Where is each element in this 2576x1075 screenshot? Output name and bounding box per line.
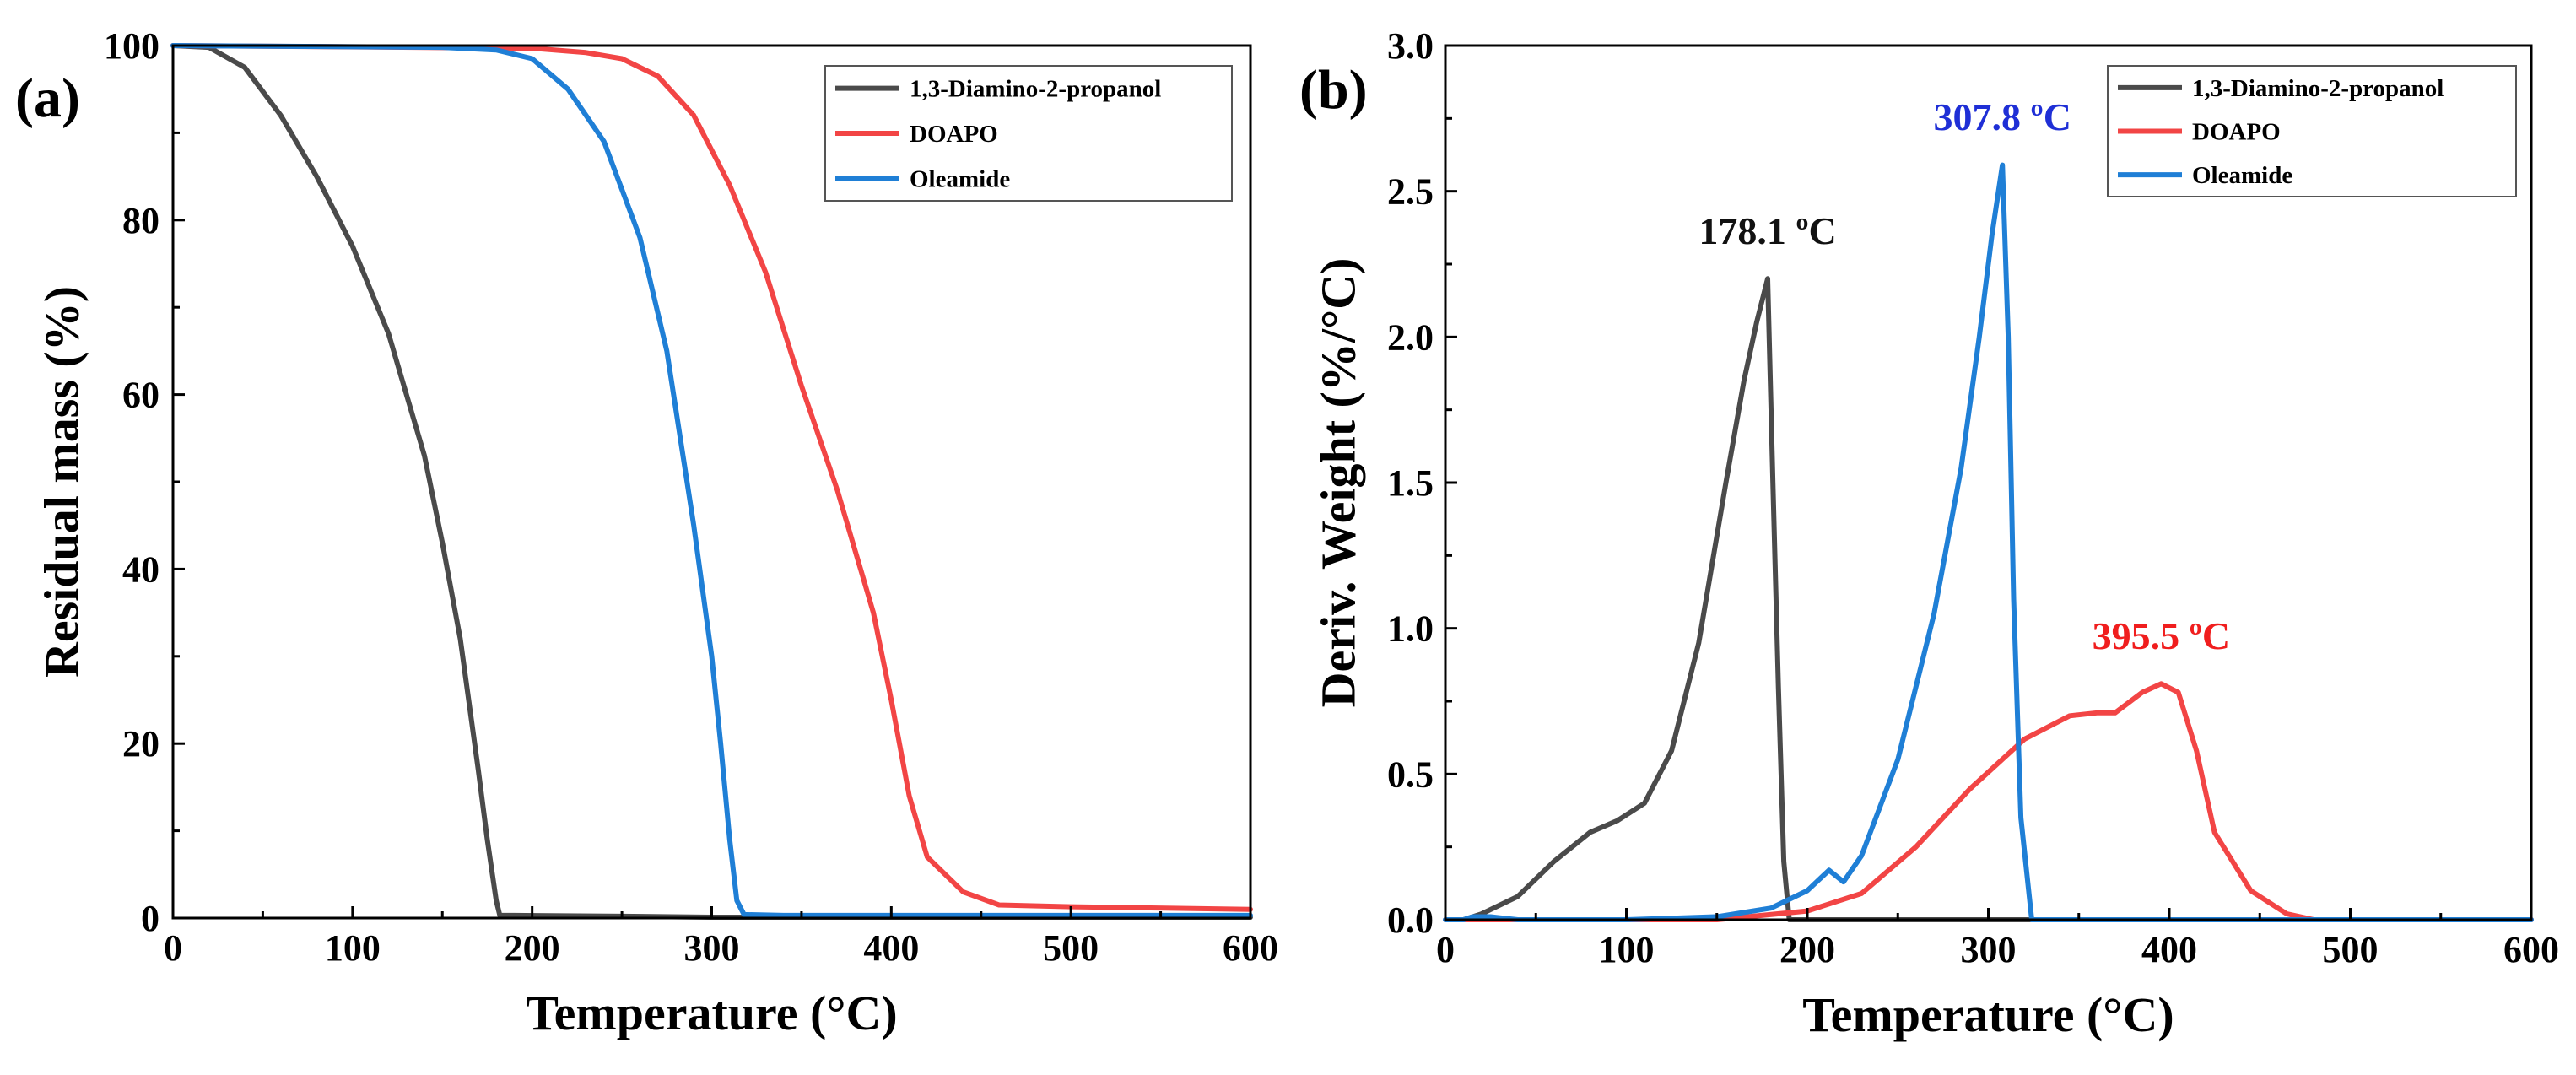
legend-label: Oleamide (2192, 162, 2292, 189)
peak-annotation: 178.1 ºC (1698, 209, 1836, 252)
x-tick-label: 100 (325, 927, 381, 969)
x-tick-label: 200 (1779, 929, 1835, 970)
x-tick-label: 500 (2323, 929, 2379, 970)
legend-label: Oleamide (910, 165, 1010, 192)
series-line-doapo (1443, 681, 2534, 922)
y-tick-label: 0.0 (1387, 899, 1434, 941)
legend-label: 1,3-Diamino-2-propanol (2192, 75, 2444, 102)
panel-a-chart: 0 100 200 300 400 500 600 0 20 40 60 80 100 Temperatu… (15, 25, 1278, 1040)
y-axis-title: Residual mass (%) (34, 286, 89, 678)
y-tick-label: 1.0 (1387, 608, 1434, 650)
x-tick-label: 600 (2503, 929, 2559, 970)
panel-label: (b) (1299, 59, 1368, 121)
panel-b-chart: 0 100 200 300 400 500 600 0.0 0.5 1.0 1.5 2.0 2.5 3.0… (1299, 25, 2559, 1042)
legend-label: 1,3-Diamino-2-propanol (910, 76, 1161, 103)
y-tick-label: 20 (122, 723, 159, 764)
series-line-doapo (170, 43, 1253, 912)
y-tick-label: 0 (141, 898, 159, 939)
y-axis-title: Deriv. Weight (%/°C) (1310, 258, 1365, 708)
x-tick-label: 100 (1599, 929, 1655, 970)
series-line-oleamide (1443, 162, 2534, 922)
y-tick-label: 1.5 (1387, 462, 1434, 504)
x-tick-label: 200 (505, 927, 560, 969)
y-tick-label: 3.0 (1387, 25, 1434, 67)
x-tick-label: 300 (1961, 929, 2017, 970)
series-line-oleamide (170, 43, 1253, 918)
y-tick-label: 80 (122, 200, 159, 241)
peak-annotation: 307.8 ºC (1934, 95, 2071, 138)
x-tick-label: 0 (164, 927, 182, 969)
panel-label: (a) (15, 68, 80, 129)
y-tick-label: 2.0 (1387, 316, 1434, 358)
y-tick-label: 40 (122, 548, 159, 590)
x-tick-label: 500 (1043, 927, 1099, 969)
legend: 1,3-Diamino-2-propanol DOAPO Oleamide (824, 65, 1233, 202)
y-tick-label: 2.5 (1387, 171, 1434, 213)
legend-label: DOAPO (910, 121, 998, 148)
legend: 1,3-Diamino-2-propanol DOAPO Oleamide (2107, 65, 2517, 197)
y-tick-label: 60 (122, 375, 159, 416)
x-axis-title: Temperature (°C) (1802, 987, 2174, 1042)
legend-label: DOAPO (2192, 119, 2281, 146)
x-tick-label: 600 (1223, 927, 1278, 969)
x-tick-label: 400 (2141, 929, 2197, 970)
y-tick-label: 100 (104, 25, 159, 67)
x-tick-label: 0 (1436, 929, 1455, 970)
x-tick-label: 300 (684, 927, 740, 969)
x-tick-label: 400 (863, 927, 919, 969)
x-axis-title: Temperature (°C) (526, 986, 897, 1040)
series-line-1-3-diamino-2-propanol (1461, 276, 2534, 922)
peak-annotation: 395.5 ºC (2093, 614, 2230, 657)
y-tick-label: 0.5 (1387, 754, 1434, 795)
